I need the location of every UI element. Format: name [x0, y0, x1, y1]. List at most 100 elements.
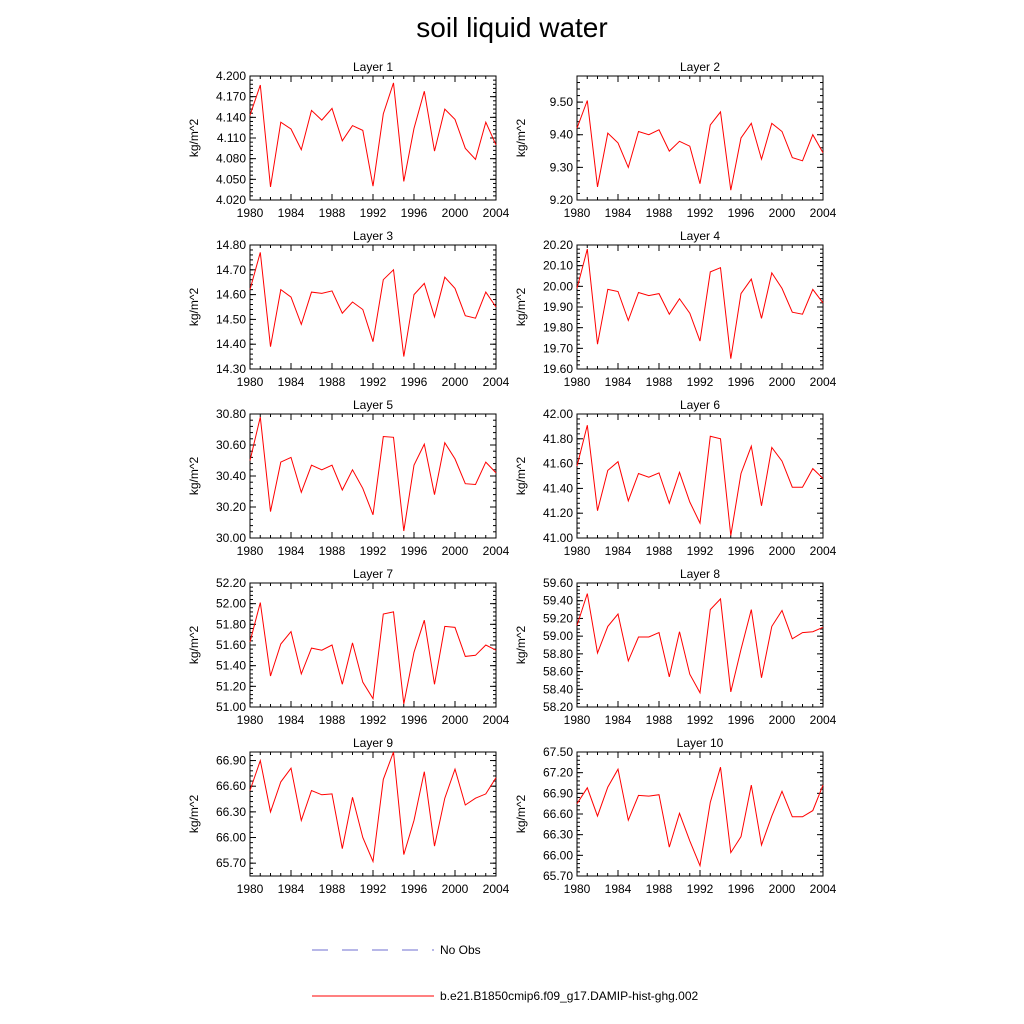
y-tick-label: 41.40 [543, 481, 573, 495]
series-line [576, 248, 824, 359]
legend-label: No Obs [440, 943, 481, 957]
panel-6: Layer 6 1980 1984 1988 1992 1996 2000 2004 41.00… [514, 398, 837, 558]
x-tick-label: 1984 [605, 375, 632, 389]
plot-frame [249, 751, 497, 877]
panel-8: Layer 8 1980 1984 1988 1992 1996 2000 2004 58.20… [514, 567, 837, 727]
x-tick-label: 1988 [646, 206, 673, 220]
y-tick-label: 19.80 [543, 321, 573, 335]
y-axis-label: kg/m^2 [514, 288, 528, 327]
x-tick-label: 1996 [728, 713, 755, 727]
y-tick-label: 66.90 [216, 754, 246, 768]
x-tick-label: 1984 [605, 206, 632, 220]
y-tick-label: 41.60 [543, 457, 573, 471]
x-tick-label: 2004 [810, 713, 837, 727]
x-tick-label: 1984 [278, 713, 305, 727]
y-tick-label: 58.40 [543, 682, 573, 696]
y-tick-label: 65.70 [543, 869, 573, 883]
y-tick-label: 52.00 [216, 597, 246, 611]
series-line [249, 602, 497, 704]
x-tick-label: 2000 [769, 882, 796, 896]
x-tick-label: 2004 [810, 206, 837, 220]
x-tick-label: 1980 [237, 882, 264, 896]
series-line [576, 425, 824, 536]
y-tick-label: 58.80 [543, 647, 573, 661]
y-tick-label: 66.60 [543, 807, 573, 821]
y-tick-label: 30.60 [216, 438, 246, 452]
x-tick-label: 2004 [810, 882, 837, 896]
panel-title: Layer 10 [677, 736, 724, 750]
x-tick-label: 1992 [687, 206, 714, 220]
y-tick-label: 58.20 [543, 700, 573, 714]
y-tick-label: 14.30 [216, 362, 246, 376]
panel-title: Layer 9 [353, 736, 393, 750]
y-tick-label: 9.50 [550, 95, 574, 109]
x-tick-label: 1996 [401, 882, 428, 896]
y-axis-label: kg/m^2 [187, 795, 201, 834]
x-tick-label: 1992 [360, 375, 387, 389]
x-tick-label: 2000 [769, 713, 796, 727]
series-line [249, 751, 497, 864]
x-tick-label: 1992 [687, 544, 714, 558]
y-tick-label: 59.60 [543, 576, 573, 590]
y-tick-label: 67.20 [543, 766, 573, 780]
y-tick-label: 51.60 [216, 638, 246, 652]
y-tick-label: 66.30 [543, 828, 573, 842]
y-tick-label: 65.70 [216, 856, 246, 870]
x-tick-label: 1988 [319, 713, 346, 727]
y-axis-label: kg/m^2 [514, 795, 528, 834]
x-tick-label: 2000 [442, 882, 469, 896]
y-axis-label: kg/m^2 [187, 457, 201, 496]
x-tick-label: 2000 [769, 544, 796, 558]
y-tick-label: 51.40 [216, 659, 246, 673]
y-axis-label: kg/m^2 [514, 119, 528, 158]
y-tick-label: 42.00 [543, 407, 573, 421]
legend-label: b.e21.B1850cmip6.f09_g17.DAMIP-hist-ghg.… [440, 989, 698, 1003]
y-tick-label: 59.00 [543, 629, 573, 643]
y-tick-label: 19.70 [543, 341, 573, 355]
x-tick-label: 1984 [605, 544, 632, 558]
y-tick-label: 19.90 [543, 300, 573, 314]
legend: No Obs b.e21.B1850cmip6.f09_g17.DAMIP-his… [312, 943, 698, 1003]
series-line [576, 593, 824, 695]
y-tick-label: 20.20 [543, 238, 573, 252]
y-tick-label: 30.80 [216, 407, 246, 421]
x-tick-label: 1992 [687, 713, 714, 727]
x-tick-label: 2004 [810, 375, 837, 389]
plot-frame [249, 413, 497, 539]
y-axis-label: kg/m^2 [187, 626, 201, 665]
series-line [249, 82, 497, 187]
panel-title: Layer 1 [353, 60, 393, 74]
panel-7: Layer 7 1980 1984 1988 1992 1996 2000 2004 51.00… [187, 567, 510, 727]
panel-2: Layer 2 1980 1984 1988 1992 1996 2000 2004 9.20 9… [514, 60, 837, 220]
y-tick-label: 67.50 [543, 745, 573, 759]
series-line [576, 767, 824, 868]
x-tick-label: 1996 [728, 375, 755, 389]
y-tick-label: 41.00 [543, 531, 573, 545]
x-tick-label: 2000 [442, 544, 469, 558]
x-tick-label: 1996 [728, 882, 755, 896]
y-tick-label: 41.20 [543, 506, 573, 520]
panel-5: Layer 5 1980 1984 1988 1992 1996 2000 2004 30.00… [187, 398, 510, 558]
y-tick-label: 4.020 [216, 193, 246, 207]
x-tick-label: 2000 [442, 206, 469, 220]
x-tick-label: 1980 [237, 206, 264, 220]
plot-frame [249, 244, 497, 370]
y-tick-label: 9.30 [550, 160, 574, 174]
panel-title: Layer 6 [680, 398, 720, 412]
x-tick-label: 2000 [442, 375, 469, 389]
x-tick-label: 1984 [605, 882, 632, 896]
plot-frame [249, 582, 497, 708]
y-tick-label: 51.80 [216, 617, 246, 631]
x-tick-label: 1988 [319, 375, 346, 389]
x-tick-label: 1992 [360, 882, 387, 896]
x-tick-label: 1992 [687, 375, 714, 389]
y-tick-label: 66.90 [543, 786, 573, 800]
x-tick-label: 2000 [442, 713, 469, 727]
y-axis-label: kg/m^2 [514, 457, 528, 496]
x-tick-label: 1996 [728, 544, 755, 558]
series-line [576, 100, 824, 191]
y-tick-label: 66.60 [216, 779, 246, 793]
y-tick-label: 4.050 [216, 172, 246, 186]
x-tick-label: 1996 [401, 206, 428, 220]
x-tick-label: 1988 [646, 713, 673, 727]
